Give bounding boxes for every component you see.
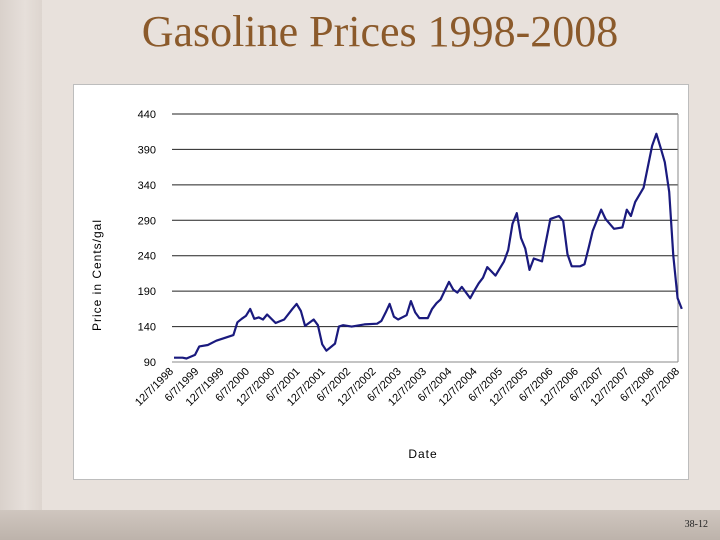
y-tick-label: 190 [138,286,156,298]
bottom-decor-band [0,510,720,540]
series-layer [174,132,683,360]
left-decor-strip [0,0,42,540]
gridlines [172,113,679,363]
y-tick-label: 240 [138,251,156,263]
y-tick-label: 140 [138,322,156,334]
y-tick-label: 290 [138,215,156,227]
y-tick-label: 440 [138,109,156,121]
slide-title: Gasoline Prices 1998-2008 [141,7,619,56]
y-tick-label: 390 [138,144,156,156]
price-series-line [174,132,683,360]
price-line-chart: 90 140 190 240 290 340 390 440 12/7/19986/7/199… [90,109,683,461]
chart-frame: 90 140 190 240 290 340 390 440 12/7/1998 6/7/199… [73,84,689,480]
slide-page-number: 38-12 [684,519,708,530]
y-axis-label: Price in Cents/gal [90,219,104,331]
y-tick-labels: 90 140 190 240 290 340 390 440 [138,109,156,369]
x-tick-labels: 12/7/19986/7/199912/7/19996/7/200012/7/2… [133,366,682,409]
y-tick-label: 340 [138,180,156,192]
y-tick-label: 90 [144,357,156,369]
x-axis-label: Date [408,447,437,461]
